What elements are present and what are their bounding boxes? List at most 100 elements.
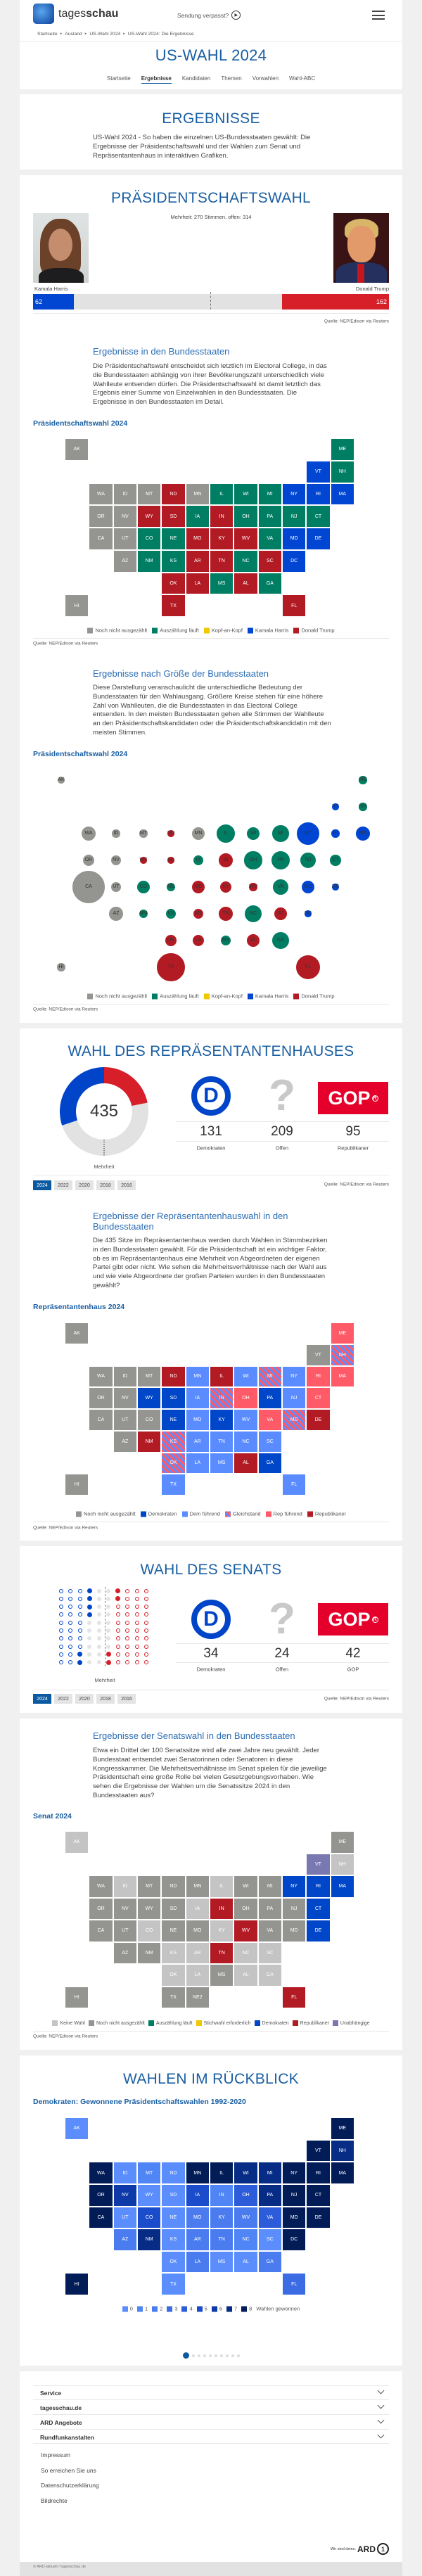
state-ks[interactable]: KS (161, 549, 186, 573)
state-tx[interactable]: TX (161, 2273, 186, 2295)
state-ut[interactable]: UT (113, 1409, 137, 1431)
state-co[interactable]: CO (137, 1409, 162, 1431)
carousel-dot[interactable] (231, 2354, 234, 2357)
state-tx[interactable]: TX (161, 1986, 186, 2008)
breadcrumb-item[interactable]: US-Wahl 2024 (89, 32, 121, 37)
state-ca[interactable]: CA (89, 1920, 113, 1942)
state-bubble-or[interactable]: OR (82, 853, 96, 867)
state-fl[interactable]: FL (282, 1986, 307, 2008)
state-ar[interactable]: AR (185, 1941, 210, 1964)
year-button-2024[interactable]: 2024 (33, 1180, 51, 1190)
state-bubble-sd[interactable]: SD (167, 856, 175, 865)
state-bubble-tx[interactable]: TX (156, 952, 186, 982)
state-me[interactable]: ME (330, 1831, 354, 1854)
footer-section-ard-angebote[interactable]: ARD Angebote (33, 2415, 389, 2430)
state-id[interactable]: ID (113, 1365, 137, 1388)
state-ct[interactable]: CT (306, 505, 331, 528)
breadcrumb-item[interactable]: Startseite (37, 32, 58, 37)
state-me[interactable]: ME (330, 1322, 354, 1344)
state-mt[interactable]: MT (137, 1875, 162, 1898)
state-ca[interactable]: CA (89, 528, 113, 550)
state-de[interactable]: DE (306, 1920, 331, 1942)
state-oh[interactable]: OH (234, 505, 258, 528)
state-bubble-wy[interactable]: WY (139, 856, 148, 865)
state-ar[interactable]: AR (185, 1430, 210, 1453)
president-state-map[interactable]: WA OR CA NV ID MT UT AZ MN AK HI ND SD WY MO AR OK TX LA IN… (65, 438, 354, 617)
state-ma[interactable]: MA (330, 1365, 354, 1388)
menu-hamburger-icon[interactable] (372, 11, 385, 20)
state-sc[interactable]: SC (257, 1430, 282, 1453)
state-co[interactable]: CO (137, 1920, 162, 1942)
carousel-dot[interactable] (236, 2354, 240, 2357)
state-nm[interactable]: NM (137, 2229, 162, 2251)
state-ne[interactable]: NE (161, 528, 186, 550)
state-oh[interactable]: OH (234, 1387, 258, 1409)
state-ma[interactable]: MA (330, 2162, 354, 2184)
state-mt[interactable]: MT (137, 2162, 162, 2184)
state-or[interactable]: OR (89, 1387, 113, 1409)
nav-vorwahlen[interactable]: Vorwahlen (252, 75, 279, 82)
state-ok[interactable]: OK (161, 1964, 186, 1987)
state-pa[interactable]: PA (257, 1897, 282, 1920)
state-nh[interactable]: NH (330, 460, 354, 483)
breadcrumb-item[interactable]: Ausland (65, 32, 82, 37)
state-sd[interactable]: SD (161, 1387, 186, 1409)
state-me[interactable]: ME (330, 438, 354, 461)
state-wi[interactable]: WI (234, 1875, 258, 1898)
state-ms[interactable]: MS (210, 2250, 234, 2274)
state-ak[interactable]: AK (65, 1831, 89, 1854)
state-bubble-hi[interactable]: HI (56, 962, 66, 972)
state-bubble-il[interactable]: IL (215, 823, 236, 844)
state-id[interactable]: ID (113, 2162, 137, 2184)
state-bubble-co[interactable]: CO (136, 879, 151, 895)
state-ri[interactable]: RI (306, 483, 331, 506)
state-bubble-fl[interactable]: FL (295, 954, 321, 981)
state-ct[interactable]: CT (306, 1387, 331, 1409)
state-nj[interactable]: NJ (282, 1897, 307, 1920)
state-ky[interactable]: KY (210, 1409, 234, 1431)
state-nc[interactable]: NC (234, 1941, 258, 1964)
state-ut[interactable]: UT (113, 2206, 137, 2229)
state-nv[interactable]: NV (113, 1387, 137, 1409)
state-wv[interactable]: WV (234, 528, 258, 550)
state-hi[interactable]: HI (65, 594, 89, 617)
state-mi[interactable]: MI (257, 1875, 282, 1898)
state-mi[interactable]: MI (257, 1365, 282, 1388)
state-va[interactable]: VA (257, 1409, 282, 1431)
state-bubble-nv[interactable]: NV (110, 854, 122, 867)
state-wa[interactable]: WA (89, 2162, 113, 2184)
state-mn[interactable]: MN (185, 1365, 210, 1388)
state-ga[interactable]: GA (257, 1964, 282, 1987)
nav-ergebnisse[interactable]: Ergebnisse (141, 75, 172, 84)
state-bubble-me[interactable]: ME (358, 775, 368, 785)
house-state-map[interactable]: WA OR CA NV ID MT UT AZ CO AK HI VT ND NM IL AL DE WY SD NE… (65, 1322, 354, 1496)
state-co[interactable]: CO (137, 2206, 162, 2229)
state-de[interactable]: DE (306, 1409, 331, 1431)
state-bubble-ia[interactable]: IA (192, 854, 205, 867)
state-tn[interactable]: TN (210, 549, 234, 573)
state-md[interactable]: MD (282, 1409, 307, 1431)
year-button-2016[interactable]: 2016 (117, 1180, 136, 1190)
state-id[interactable]: ID (113, 483, 137, 506)
state-fl[interactable]: FL (282, 1474, 307, 1496)
state-bubble-ca[interactable]: CA (71, 869, 106, 905)
state-wv[interactable]: WV (234, 2206, 258, 2229)
state-md[interactable]: MD (282, 2206, 307, 2229)
ard-logo[interactable]: Wir sind deins. ARD 1 (331, 2543, 389, 2555)
state-il[interactable]: IL (210, 1365, 234, 1388)
state-dc[interactable]: DC (282, 2229, 307, 2251)
state-al[interactable]: AL (234, 1964, 258, 1987)
president-bubble-chart[interactable]: AL AK AZ AR CA CO CT DE DC FL GA HI ID IL IN IA KS KY LA ME… (33, 765, 389, 984)
carousel-dot[interactable] (225, 2354, 229, 2357)
state-nj[interactable]: NJ (282, 505, 307, 528)
state-ia[interactable]: IA (185, 505, 210, 528)
state-ri[interactable]: RI (306, 1365, 331, 1388)
state-ar[interactable]: AR (185, 549, 210, 573)
state-md[interactable]: MD (282, 528, 307, 550)
state-mn[interactable]: MN (185, 2162, 210, 2184)
state-bubble-ks[interactable]: KS (165, 907, 177, 920)
state-bubble-nc[interactable]: NC (243, 904, 263, 924)
state-ks[interactable]: KS (161, 2229, 186, 2251)
state-ca[interactable]: CA (89, 1409, 113, 1431)
footer-link-image-rights[interactable]: Bildrechte (41, 2497, 68, 2504)
